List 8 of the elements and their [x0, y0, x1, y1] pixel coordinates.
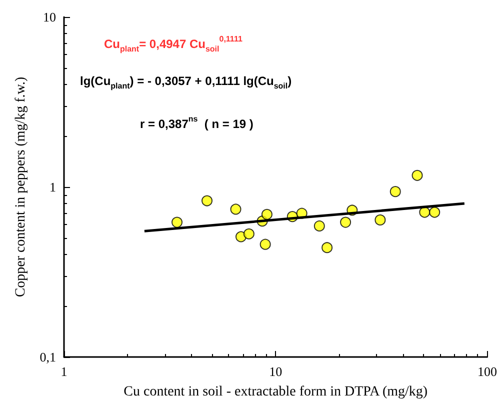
y-tick-label: 0,1 [40, 350, 56, 364]
y-tick-label: 1 [50, 180, 56, 194]
x-tick-label: 1 [60, 364, 68, 379]
y-tick-label: 10 [43, 10, 56, 24]
x-tick-label: 10 [269, 364, 282, 379]
y-axis-title: Copper content in peppers (mg/kg f.w.) [14, 76, 28, 298]
x-tick-label: 100 [478, 364, 497, 379]
x-axis-title: Cu content in soil - extractable form in DTPA (mg/kg) [124, 384, 428, 400]
